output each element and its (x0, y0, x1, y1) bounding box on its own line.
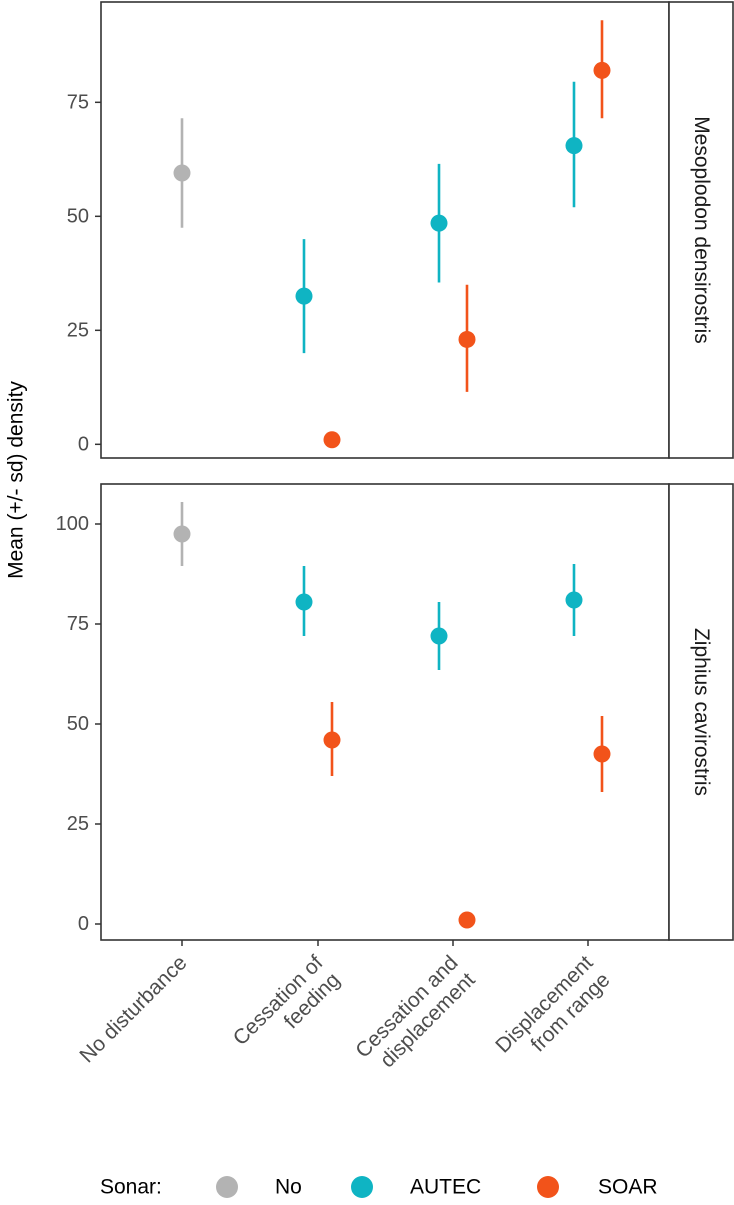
legend-title: Sonar: (100, 1176, 162, 1199)
legend-label-soar: SOAR (598, 1176, 658, 1199)
panel-1-point-soar (323, 431, 341, 449)
y-axis-title: Mean (+/- sd) density (5, 381, 28, 579)
panel-1-ytick-label: 0 (78, 433, 89, 455)
panel-1-ytick-label: 75 (67, 91, 89, 113)
panel-1-point-autec (430, 214, 448, 232)
panel-2-point-soar (458, 911, 476, 929)
panel-1-strip-label: Mesoplodon densirostris (690, 116, 713, 344)
category-label-1: No disturbance (75, 951, 191, 1067)
panel-2-ytick-label: 0 (78, 913, 89, 935)
panel-1-ytick-label: 25 (67, 319, 89, 341)
panel-1-point-soar (458, 330, 476, 348)
legend-label-autec: AUTEC (410, 1176, 481, 1199)
panel-2-strip-box (668, 483, 734, 941)
panel-2-ytick-label: 25 (67, 813, 89, 835)
category-label-4: Displacementfrom range (491, 951, 614, 1074)
panel-1-frame (100, 1, 670, 459)
panel-2-ytick-label: 100 (56, 513, 89, 535)
panel-2-point-soar (323, 731, 341, 749)
panel-1-point-autec (295, 287, 313, 305)
legend-key-autec (351, 1176, 373, 1198)
category-label-line: No disturbance (75, 951, 191, 1067)
panel-2-ytick-label: 50 (67, 713, 89, 735)
panel-2-point-soar (593, 745, 611, 763)
panel-1-point-no (173, 164, 191, 182)
panel-2-ytick-label: 75 (67, 613, 89, 635)
category-label-2: Cessation offeeding (229, 951, 345, 1067)
panel-2-point-no (173, 525, 191, 543)
legend-label-no: No (275, 1176, 302, 1199)
panel-2-point-autec (295, 593, 313, 611)
panel-2-strip-label: Ziphius cavirostris (690, 628, 713, 796)
panel-2-point-autec (430, 627, 448, 645)
panel-2-point-autec (565, 591, 583, 609)
legend-key-soar (537, 1176, 559, 1198)
category-label-3: Cessation anddisplacement (351, 951, 479, 1079)
legend-key-no (216, 1176, 238, 1198)
panel-1-strip-box (668, 1, 734, 459)
panel-1-ytick-label: 50 (67, 205, 89, 227)
panel-1-point-soar (593, 61, 611, 79)
panel-2-frame (100, 483, 670, 941)
panel-1-point-autec (565, 137, 583, 155)
